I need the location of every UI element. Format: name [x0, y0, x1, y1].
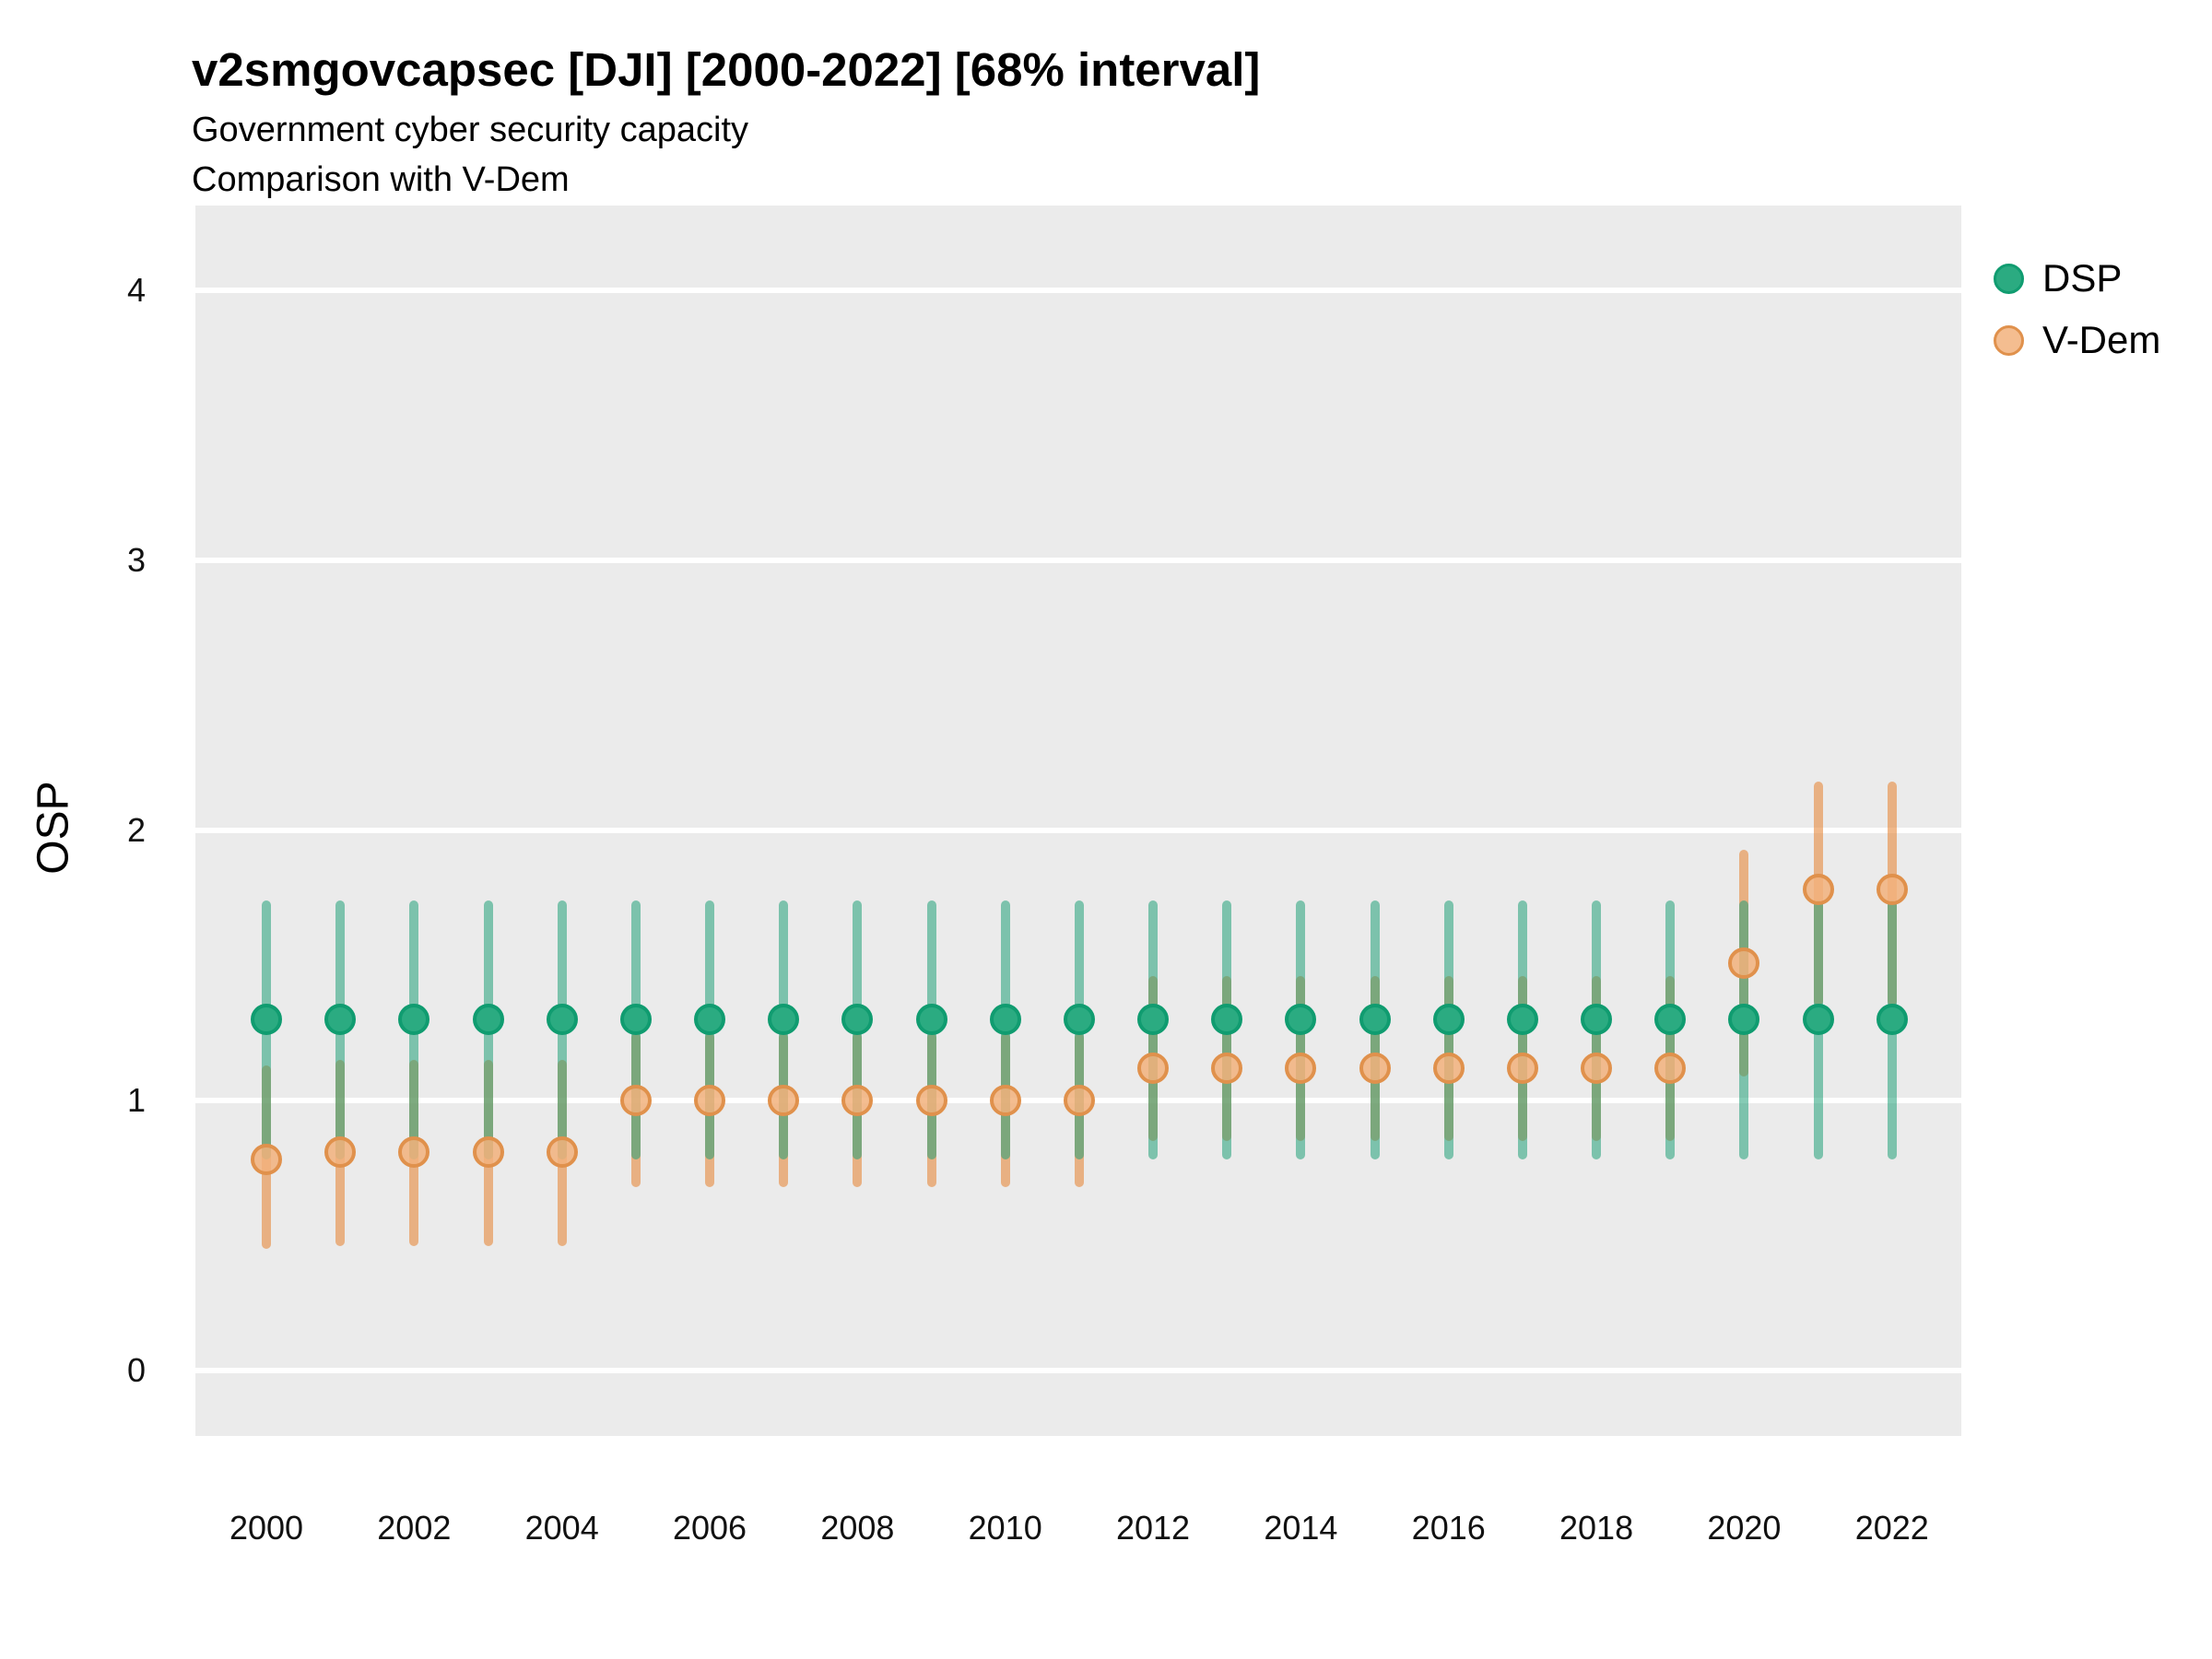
- vdem-point: [989, 1085, 1021, 1116]
- gridline-y-4: [195, 288, 1961, 293]
- x-tick-label: 2018: [1559, 1509, 1634, 1547]
- vdem-point: [1211, 1052, 1243, 1084]
- vdem-point: [1654, 1052, 1687, 1084]
- vdem-point: [1359, 1052, 1391, 1084]
- dsp-point: [546, 1004, 578, 1036]
- vdem-point: [1285, 1052, 1317, 1084]
- vdem-point: [324, 1135, 357, 1168]
- x-tick-label: 2004: [524, 1509, 599, 1547]
- vdem-point: [768, 1085, 800, 1116]
- x-tick-label: 2012: [1115, 1509, 1191, 1547]
- dsp-point: [1432, 1004, 1465, 1036]
- x-tick-label: 2010: [968, 1509, 1042, 1547]
- legend-label: V-Dem: [2042, 318, 2161, 361]
- gridline-y-0: [195, 1368, 1961, 1373]
- x-tick-label: 2006: [672, 1509, 747, 1547]
- legend-label: DSP: [2042, 256, 2123, 300]
- dsp-point: [1211, 1004, 1243, 1036]
- vdem-point: [1432, 1052, 1465, 1084]
- legend: DSP V-Dem: [1994, 259, 2160, 382]
- dsp-point: [768, 1004, 800, 1036]
- y-tick-label: 0: [126, 1351, 146, 1389]
- vdem-point: [1063, 1085, 1095, 1116]
- vdem-point: [1506, 1052, 1538, 1084]
- dsp-point: [1359, 1004, 1391, 1036]
- dsp-point: [472, 1004, 504, 1036]
- x-tick-label: 2016: [1411, 1509, 1486, 1547]
- x-tick-label: 2022: [1854, 1509, 1929, 1547]
- vdem-point: [1728, 947, 1760, 979]
- legend-dot-icon: [1994, 263, 2024, 294]
- x-tick-label: 2014: [1264, 1509, 1338, 1547]
- vdem-point: [398, 1135, 430, 1168]
- vdem-point: [1581, 1052, 1613, 1084]
- chart-subtitle: Government cyber security capacity Compa…: [192, 105, 748, 205]
- x-tick-label: 2000: [229, 1509, 304, 1547]
- gridline-y-3: [195, 558, 1961, 563]
- dsp-point: [841, 1004, 874, 1036]
- x-tick-label: 2002: [377, 1509, 452, 1547]
- plot-panel: [195, 206, 1961, 1436]
- y-tick-label: 3: [126, 541, 146, 579]
- vdem-point: [546, 1135, 578, 1168]
- dsp-point: [1876, 1004, 1908, 1036]
- vdem-point: [915, 1085, 947, 1116]
- y-tick-label: 4: [126, 271, 146, 309]
- dsp-point: [1728, 1004, 1760, 1036]
- dsp-point: [1285, 1004, 1317, 1036]
- legend-row-dsp: DSP: [1994, 259, 2160, 298]
- dsp-point: [324, 1004, 357, 1036]
- vdem-point: [841, 1085, 874, 1116]
- gridline-y-2: [195, 828, 1961, 833]
- chart-title: v2smgovcapsec [DJI] [2000-2022] [68% int…: [192, 43, 1261, 96]
- y-tick-label: 2: [126, 811, 146, 849]
- dsp-point: [398, 1004, 430, 1036]
- dsp-point: [694, 1004, 726, 1036]
- dsp-point: [1137, 1004, 1170, 1036]
- vdem-point: [1137, 1052, 1170, 1084]
- dsp-point: [1654, 1004, 1687, 1036]
- vdem-point: [1802, 874, 1834, 906]
- dsp-point: [251, 1004, 282, 1036]
- dsp-point: [1506, 1004, 1538, 1036]
- legend-row-v-dem: V-Dem: [1994, 321, 2160, 359]
- vdem-point: [251, 1144, 282, 1176]
- vdem-point: [694, 1085, 726, 1116]
- dsp-point: [989, 1004, 1021, 1036]
- vdem-point: [1876, 874, 1908, 906]
- vdem-point: [472, 1135, 504, 1168]
- dsp-point: [1063, 1004, 1095, 1036]
- x-tick-label: 2020: [1707, 1509, 1782, 1547]
- legend-dot-icon: [1994, 324, 2024, 356]
- subtitle-line-2: Comparison with V-Dem: [192, 160, 570, 199]
- dsp-point: [1802, 1004, 1834, 1036]
- dsp-point: [619, 1004, 652, 1036]
- vdem-point: [619, 1085, 652, 1116]
- x-tick-label: 2008: [820, 1509, 895, 1547]
- dsp-point: [1581, 1004, 1613, 1036]
- dsp-point: [915, 1004, 947, 1036]
- y-tick-label: 1: [126, 1081, 146, 1119]
- subtitle-line-1: Government cyber security capacity: [192, 111, 749, 149]
